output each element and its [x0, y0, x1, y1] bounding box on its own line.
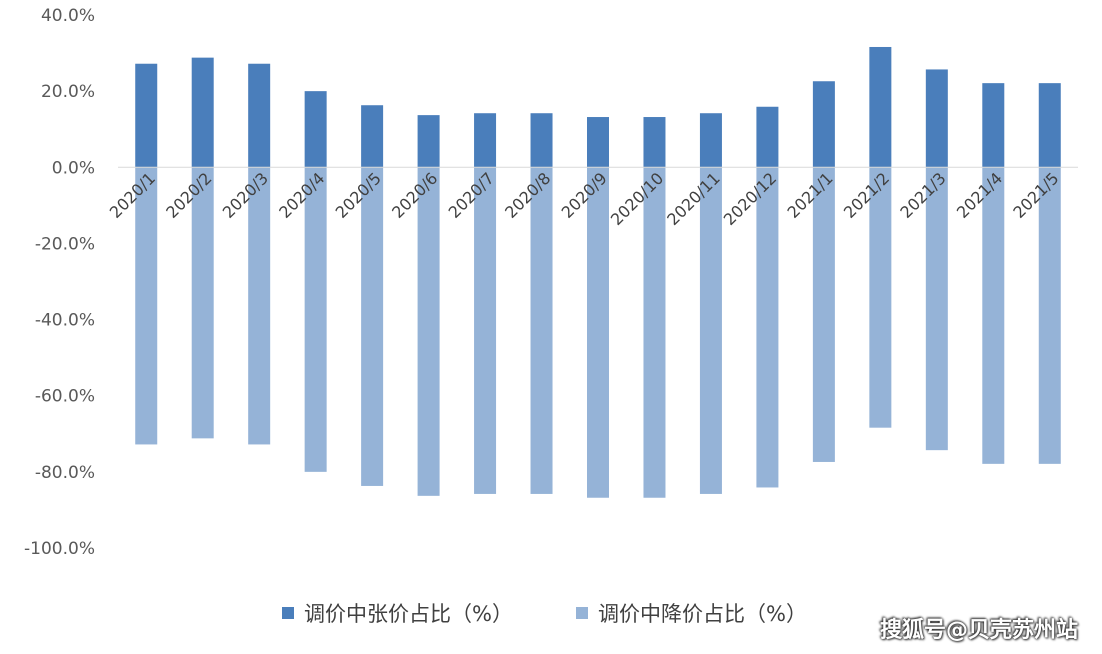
increase-bar — [417, 115, 440, 168]
increase-bar — [304, 91, 327, 168]
legend-swatch-increase — [282, 607, 294, 619]
increase-bar — [643, 117, 666, 168]
increase-bar — [530, 113, 553, 168]
decrease-bar — [361, 167, 384, 486]
increase-bar — [756, 106, 779, 168]
legend-item-increase: 调价中张价占比（%） — [282, 598, 513, 628]
increase-bar — [1038, 83, 1061, 168]
y-tick-label: 20.0% — [41, 82, 95, 102]
chart-plot: 40.0% 20.0% 0.0% -20.0% -40.0% -60.0% -80.0% -1… — [24, 6, 1078, 559]
decrease-bar — [1038, 167, 1061, 464]
legend: 调价中张价占比（%） 调价中降价占比（%） — [0, 598, 1102, 634]
decrease-bar — [869, 167, 892, 428]
increase-bar — [191, 57, 214, 168]
decrease-bar — [417, 167, 440, 496]
increase-bar — [812, 81, 835, 168]
increase-bar — [248, 63, 271, 168]
increase-bar — [587, 117, 609, 168]
series-decrease-bars — [135, 167, 1061, 498]
decrease-bar — [643, 167, 666, 498]
y-axis: 40.0% 20.0% 0.0% -20.0% -40.0% -60.0% -80.0% -1… — [24, 6, 95, 559]
decrease-bar — [982, 167, 1005, 464]
decrease-bar — [699, 167, 722, 494]
legend-swatch-decrease — [576, 607, 588, 619]
y-tick-label: -20.0% — [35, 234, 95, 254]
decrease-bar — [248, 167, 271, 445]
decrease-bar — [587, 167, 609, 498]
y-tick-label: -100.0% — [24, 539, 95, 559]
watermark: 搜狐号@贝壳苏州站 — [879, 618, 1078, 643]
increase-bar — [699, 113, 722, 168]
legend-label-decrease: 调价中降价占比（%） — [598, 602, 807, 626]
y-tick-label: 40.0% — [41, 6, 95, 26]
decrease-bar — [812, 167, 835, 462]
y-tick-label: -60.0% — [35, 387, 95, 407]
increase-bar — [361, 105, 384, 168]
increase-bar — [982, 83, 1005, 168]
y-tick-label: 0.0% — [52, 158, 95, 178]
decrease-bar — [530, 167, 553, 494]
increase-bar — [869, 46, 892, 168]
increase-bar — [925, 69, 948, 168]
y-tick-label: -80.0% — [35, 463, 95, 483]
legend-item-decrease: 调价中降价占比（%） — [576, 598, 807, 628]
increase-bar — [474, 113, 497, 168]
decrease-bar — [135, 167, 158, 445]
decrease-bar — [756, 167, 779, 488]
decrease-bar — [304, 167, 327, 472]
decrease-bar — [925, 167, 948, 451]
decrease-bar — [474, 167, 497, 494]
legend-label-increase: 调价中张价占比（%） — [304, 602, 513, 626]
series-increase-bars — [135, 46, 1061, 168]
decrease-bar — [191, 167, 214, 439]
increase-bar — [135, 63, 158, 168]
y-tick-label: -40.0% — [35, 311, 95, 331]
